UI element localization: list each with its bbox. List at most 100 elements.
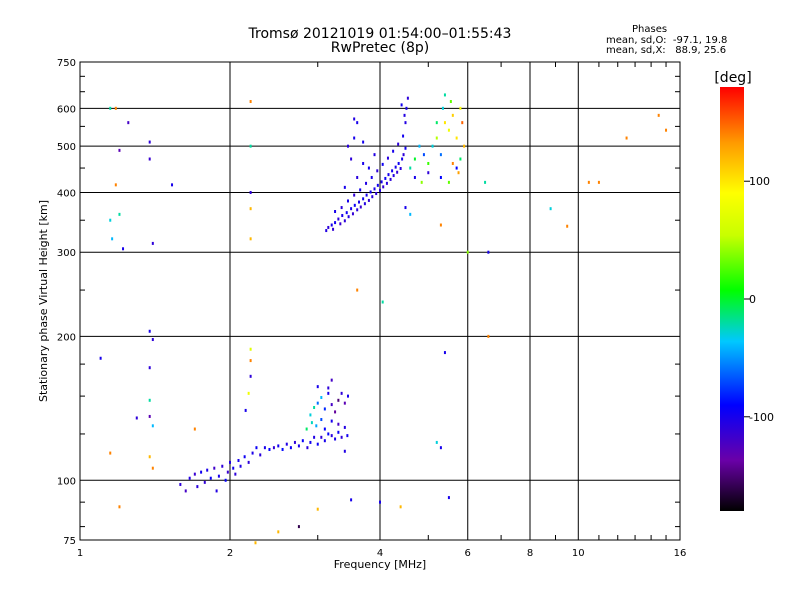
data-point xyxy=(118,212,121,216)
data-point xyxy=(409,212,412,216)
data-point xyxy=(305,427,308,431)
data-point xyxy=(365,193,368,197)
data-point xyxy=(309,413,312,417)
data-point xyxy=(439,153,442,157)
data-point xyxy=(272,446,275,450)
data-point xyxy=(226,470,229,474)
data-point xyxy=(379,500,381,504)
data-point xyxy=(206,468,209,472)
data-point xyxy=(330,419,333,423)
data-point xyxy=(323,427,326,431)
data-point xyxy=(397,161,400,165)
y-axis-label: Stationary phase Virtual Height [km] xyxy=(37,200,50,402)
data-point xyxy=(109,106,112,110)
data-point xyxy=(397,142,400,146)
data-point xyxy=(337,422,340,426)
data-point xyxy=(404,206,407,210)
data-point xyxy=(203,480,206,484)
data-point xyxy=(347,215,350,219)
data-point xyxy=(327,432,330,436)
data-point xyxy=(337,217,340,221)
data-point xyxy=(451,113,454,117)
plot-title: Tromsø 20121019 01:54:00–01:55:43 xyxy=(248,26,512,42)
data-point xyxy=(251,451,254,455)
x-tick-label: 8 xyxy=(527,548,533,559)
data-point xyxy=(549,207,552,211)
data-point xyxy=(327,386,330,390)
data-point xyxy=(243,455,246,459)
y-tick-label: 750 xyxy=(57,58,76,69)
data-point xyxy=(330,434,333,438)
data-point xyxy=(334,210,337,214)
data-point xyxy=(310,421,313,425)
data-point xyxy=(399,167,402,171)
data-point xyxy=(209,476,212,480)
data-point xyxy=(392,149,395,153)
data-point xyxy=(229,460,231,464)
data-point xyxy=(346,199,349,203)
data-point xyxy=(420,180,423,184)
data-point xyxy=(439,446,442,450)
data-point xyxy=(268,447,271,451)
data-point xyxy=(386,156,389,160)
data-point xyxy=(215,489,218,493)
data-point xyxy=(135,416,138,420)
data-point xyxy=(362,161,365,165)
data-point xyxy=(382,185,385,189)
data-point xyxy=(350,207,353,211)
data-point xyxy=(461,121,464,125)
data-point xyxy=(443,121,446,125)
data-point xyxy=(391,169,394,173)
data-point xyxy=(367,198,370,202)
y-tick-label: 500 xyxy=(57,142,76,153)
data-point xyxy=(151,466,154,470)
data-point xyxy=(431,144,434,148)
data-point xyxy=(369,190,372,194)
colorbar-tick-label: 100 xyxy=(749,175,770,188)
data-point xyxy=(277,530,280,534)
data-point xyxy=(455,136,458,140)
data-point xyxy=(334,437,337,441)
data-point xyxy=(435,440,438,444)
data-point xyxy=(389,177,392,181)
data-point xyxy=(337,398,340,402)
data-point xyxy=(249,207,252,211)
data-point xyxy=(213,466,216,470)
data-point xyxy=(487,250,490,254)
data-point xyxy=(356,208,359,212)
colorbar-tick-label: 0 xyxy=(749,293,756,306)
data-point xyxy=(148,455,151,459)
data-point xyxy=(394,165,397,169)
data-point xyxy=(459,157,462,161)
data-point xyxy=(362,197,365,201)
data-points xyxy=(99,93,668,545)
data-point xyxy=(346,394,349,398)
data-point xyxy=(457,171,460,175)
data-point xyxy=(346,144,349,148)
data-point xyxy=(402,134,405,138)
x-tick-label: 1 xyxy=(77,548,83,559)
data-point xyxy=(370,175,373,179)
data-point xyxy=(196,485,199,489)
data-point xyxy=(373,187,376,191)
y-tick-label: 200 xyxy=(57,332,76,343)
data-point xyxy=(399,505,402,509)
data-point xyxy=(665,128,668,132)
plot-frame xyxy=(79,61,681,541)
data-point xyxy=(657,113,660,117)
data-point xyxy=(114,106,117,110)
data-point xyxy=(362,140,365,144)
data-point xyxy=(447,180,450,184)
data-point xyxy=(359,188,362,192)
y-tick-label: 600 xyxy=(57,104,76,115)
data-point xyxy=(443,93,446,97)
data-point xyxy=(263,446,266,450)
data-point xyxy=(309,440,312,444)
data-point xyxy=(327,391,330,395)
data-point xyxy=(247,391,250,395)
data-point xyxy=(587,180,590,184)
data-point xyxy=(281,447,284,451)
data-point xyxy=(109,218,112,222)
data-point xyxy=(346,434,349,438)
